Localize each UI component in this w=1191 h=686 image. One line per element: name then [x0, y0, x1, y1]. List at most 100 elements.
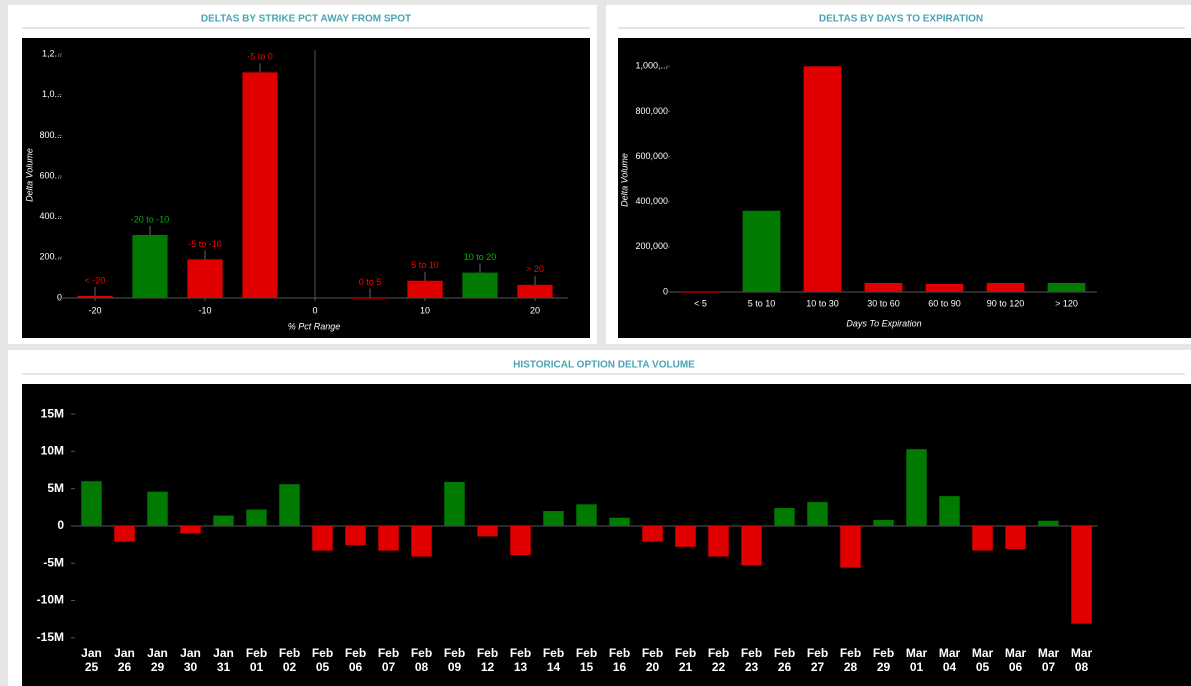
bar: [147, 491, 168, 526]
data-label: -5 to -10: [188, 239, 222, 249]
bar: [609, 517, 630, 526]
bar: [132, 234, 168, 298]
x-tick-label: 10 to 30: [806, 298, 839, 308]
bar: [1005, 525, 1026, 550]
bar: [345, 525, 366, 546]
x-tick-label: 10: [420, 305, 430, 315]
bar: [81, 481, 102, 526]
y-tick-label: 800...: [39, 130, 62, 140]
x-tick-label: Jan 31: [213, 646, 234, 674]
y-tick-label: -15M: [37, 630, 64, 644]
y-tick-label: 400...: [39, 211, 62, 221]
bar: [807, 502, 828, 526]
bar: [642, 525, 663, 542]
y-tick-label: 1,0...: [42, 89, 62, 99]
x-tick-label: Mar 08: [1070, 646, 1093, 674]
x-tick-label: Feb 23: [740, 646, 763, 674]
x-tick-label: Mar 07: [1037, 646, 1060, 674]
chart-title: DELTAS BY DAYS TO EXPIRATION: [819, 14, 983, 25]
bar: [939, 496, 960, 526]
x-axis-label: % Pct Range: [288, 321, 341, 331]
y-tick-label: -10M: [37, 593, 64, 607]
x-tick-label: Feb 01: [245, 646, 268, 674]
x-tick-label: 0: [312, 305, 317, 315]
x-tick-label: Feb 08: [410, 646, 433, 674]
y-tick-label: 1,2...: [42, 48, 62, 58]
x-tick-label: Feb 28: [839, 646, 862, 674]
y-tick-label: 0: [663, 286, 668, 296]
data-label: < -20: [85, 275, 106, 285]
data-label: 10 to 20: [464, 252, 497, 262]
x-tick-label: Jan 30: [180, 646, 201, 674]
bar: [242, 72, 278, 298]
bar: [444, 481, 465, 526]
x-tick-label: Feb 21: [674, 646, 697, 674]
x-tick-label: 20: [530, 305, 540, 315]
bar: [774, 508, 795, 526]
x-tick-label: Feb 22: [707, 646, 730, 674]
plot-area: [618, 38, 1191, 338]
bar: [187, 259, 223, 298]
y-axis-label: Delta Volume: [24, 148, 34, 202]
x-tick-label: Feb 07: [377, 646, 400, 674]
x-tick-label: > 120: [1055, 298, 1078, 308]
bar: [517, 284, 553, 298]
y-tick-label: 1,000,...: [635, 61, 668, 71]
y-tick-label: 5M: [47, 481, 64, 495]
x-tick-label: Mar 04: [938, 646, 961, 674]
y-tick-label: 0: [57, 292, 62, 302]
x-tick-label: Mar 05: [971, 646, 994, 674]
bar: [477, 525, 498, 537]
bar: [407, 280, 443, 298]
bar: [312, 525, 333, 551]
bar: [708, 525, 729, 557]
x-tick-label: Mar 01: [905, 646, 928, 674]
x-tick-label: Feb 06: [344, 646, 367, 674]
x-tick-label: Jan 26: [114, 646, 135, 674]
x-tick-label: Feb 16: [608, 646, 631, 674]
x-tick-label: 60 to 90: [928, 298, 961, 308]
bar: [1038, 520, 1059, 526]
x-tick-label: -20: [88, 305, 101, 315]
bar: [352, 297, 388, 299]
x-tick-label: Feb 12: [476, 646, 499, 674]
bar: [864, 282, 903, 292]
bar: [77, 295, 113, 298]
bar: [180, 525, 201, 534]
bar: [510, 525, 531, 556]
plot-area: [22, 384, 1191, 686]
bar: [411, 525, 432, 557]
y-tick-label: 0: [57, 518, 64, 532]
bar: [1047, 282, 1086, 292]
y-tick-label: 200,000: [635, 241, 668, 251]
y-tick-label: 15M: [41, 406, 64, 420]
x-tick-label: Jan 29: [147, 646, 168, 674]
x-tick-label: -10: [198, 305, 211, 315]
bar: [925, 283, 964, 292]
data-label: -5 to 0: [247, 52, 273, 62]
y-axis-label: Delta Volume: [619, 153, 629, 207]
bar: [279, 484, 300, 526]
x-tick-label: Feb 29: [872, 646, 895, 674]
chart-title: DELTAS BY STRIKE PCT AWAY FROM SPOT: [201, 14, 411, 25]
x-tick-label: Feb 05: [311, 646, 334, 674]
x-tick-label: Feb 20: [641, 646, 664, 674]
bar: [213, 515, 234, 526]
x-tick-label: Feb 27: [806, 646, 829, 674]
plot-area: [22, 38, 590, 338]
bar: [675, 525, 696, 547]
x-tick-label: Feb 26: [773, 646, 796, 674]
bar: [986, 282, 1025, 292]
y-tick-label: -5M: [43, 555, 64, 569]
x-tick-label: Jan 25: [81, 646, 102, 674]
bar: [803, 66, 842, 293]
data-label: -20 to -10: [131, 214, 170, 224]
data-label: > 20: [526, 264, 544, 274]
x-tick-label: Feb 14: [542, 646, 565, 674]
bar: [840, 525, 861, 568]
bar: [972, 525, 993, 551]
bar: [741, 525, 762, 566]
x-tick-label: Mar 06: [1004, 646, 1027, 674]
